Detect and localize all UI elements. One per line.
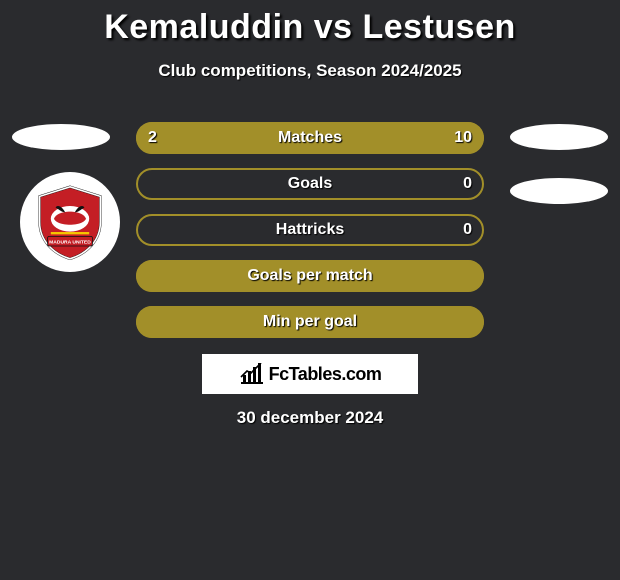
stat-label: Matches xyxy=(278,129,342,147)
stat-value-right: 0 xyxy=(463,175,472,193)
branding-box: FcTables.com xyxy=(202,354,418,394)
player-marker-right xyxy=(510,124,608,150)
page-subtitle: Club competitions, Season 2024/2025 xyxy=(0,61,620,81)
stat-bars: 2 Matches 10 Goals 0 Hattricks 0 Goals p… xyxy=(136,122,484,352)
stat-value-right: 0 xyxy=(463,221,472,239)
date-label: 30 december 2024 xyxy=(237,408,384,428)
stat-label: Hattricks xyxy=(276,221,344,239)
club-badge-left: MADURA UNITED xyxy=(20,172,120,272)
page-title: Kemaluddin vs Lestusen xyxy=(0,0,620,47)
stat-row-goals: Goals 0 xyxy=(136,168,484,200)
club-badge-text: MADURA UNITED xyxy=(49,240,91,246)
branding-text: FcTables.com xyxy=(269,364,382,385)
player-marker-left xyxy=(12,124,110,150)
bar-fill-left xyxy=(136,122,194,154)
stat-row-hattricks: Hattricks 0 xyxy=(136,214,484,246)
stat-label: Min per goal xyxy=(263,313,357,331)
stat-value-left: 2 xyxy=(148,129,157,147)
comparison-infographic: Kemaluddin vs Lestusen Club competitions… xyxy=(0,0,620,580)
stat-row-goals-per-match: Goals per match xyxy=(136,260,484,292)
stat-row-min-per-goal: Min per goal xyxy=(136,306,484,338)
player-marker-right-2 xyxy=(510,178,608,204)
stat-row-matches: 2 Matches 10 xyxy=(136,122,484,154)
stat-label: Goals xyxy=(288,175,332,193)
bar-chart-icon xyxy=(239,363,265,385)
stat-label: Goals per match xyxy=(247,267,372,285)
stat-value-right: 10 xyxy=(454,129,472,147)
shield-icon: MADURA UNITED xyxy=(30,182,110,262)
